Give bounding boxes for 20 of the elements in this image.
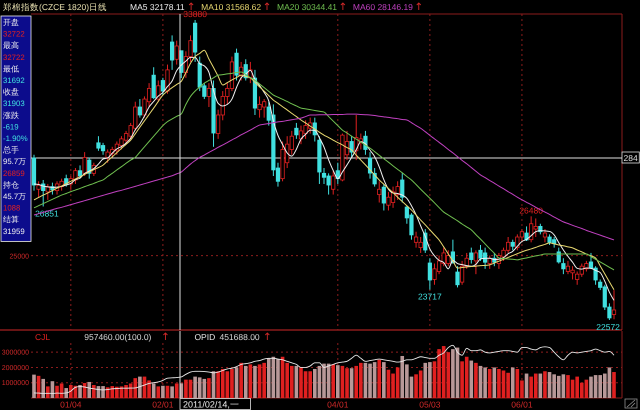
- text: CJL: [35, 332, 50, 342]
- x-tick-label: 01/04: [60, 400, 82, 410]
- text: MA20 30344.41: [277, 2, 338, 12]
- text: 451688.00: [219, 332, 260, 342]
- text: 26851: [35, 208, 59, 218]
- text: MA5 32178.11: [130, 2, 185, 12]
- text: OPID: [194, 332, 216, 342]
- text: MA60 28146.19: [352, 2, 414, 12]
- chart-title: 郑棉指数(CZCE 1820)日线: [3, 2, 108, 12]
- x-tick-label: 05/03: [419, 400, 441, 410]
- text: 2011/02/14,一: [183, 400, 239, 410]
- x-tick-label: 06/01: [511, 400, 533, 410]
- text: MA10 31568.62: [201, 2, 262, 12]
- text: 22572: [596, 322, 620, 332]
- x-tick-label: 02/01: [152, 400, 174, 410]
- text: 23717: [418, 292, 442, 302]
- text: 26480: [519, 205, 543, 216]
- x-tick-label: 04/01: [327, 400, 349, 410]
- text: 957460.00(100.0): [84, 332, 152, 342]
- text: 284: [624, 153, 638, 163]
